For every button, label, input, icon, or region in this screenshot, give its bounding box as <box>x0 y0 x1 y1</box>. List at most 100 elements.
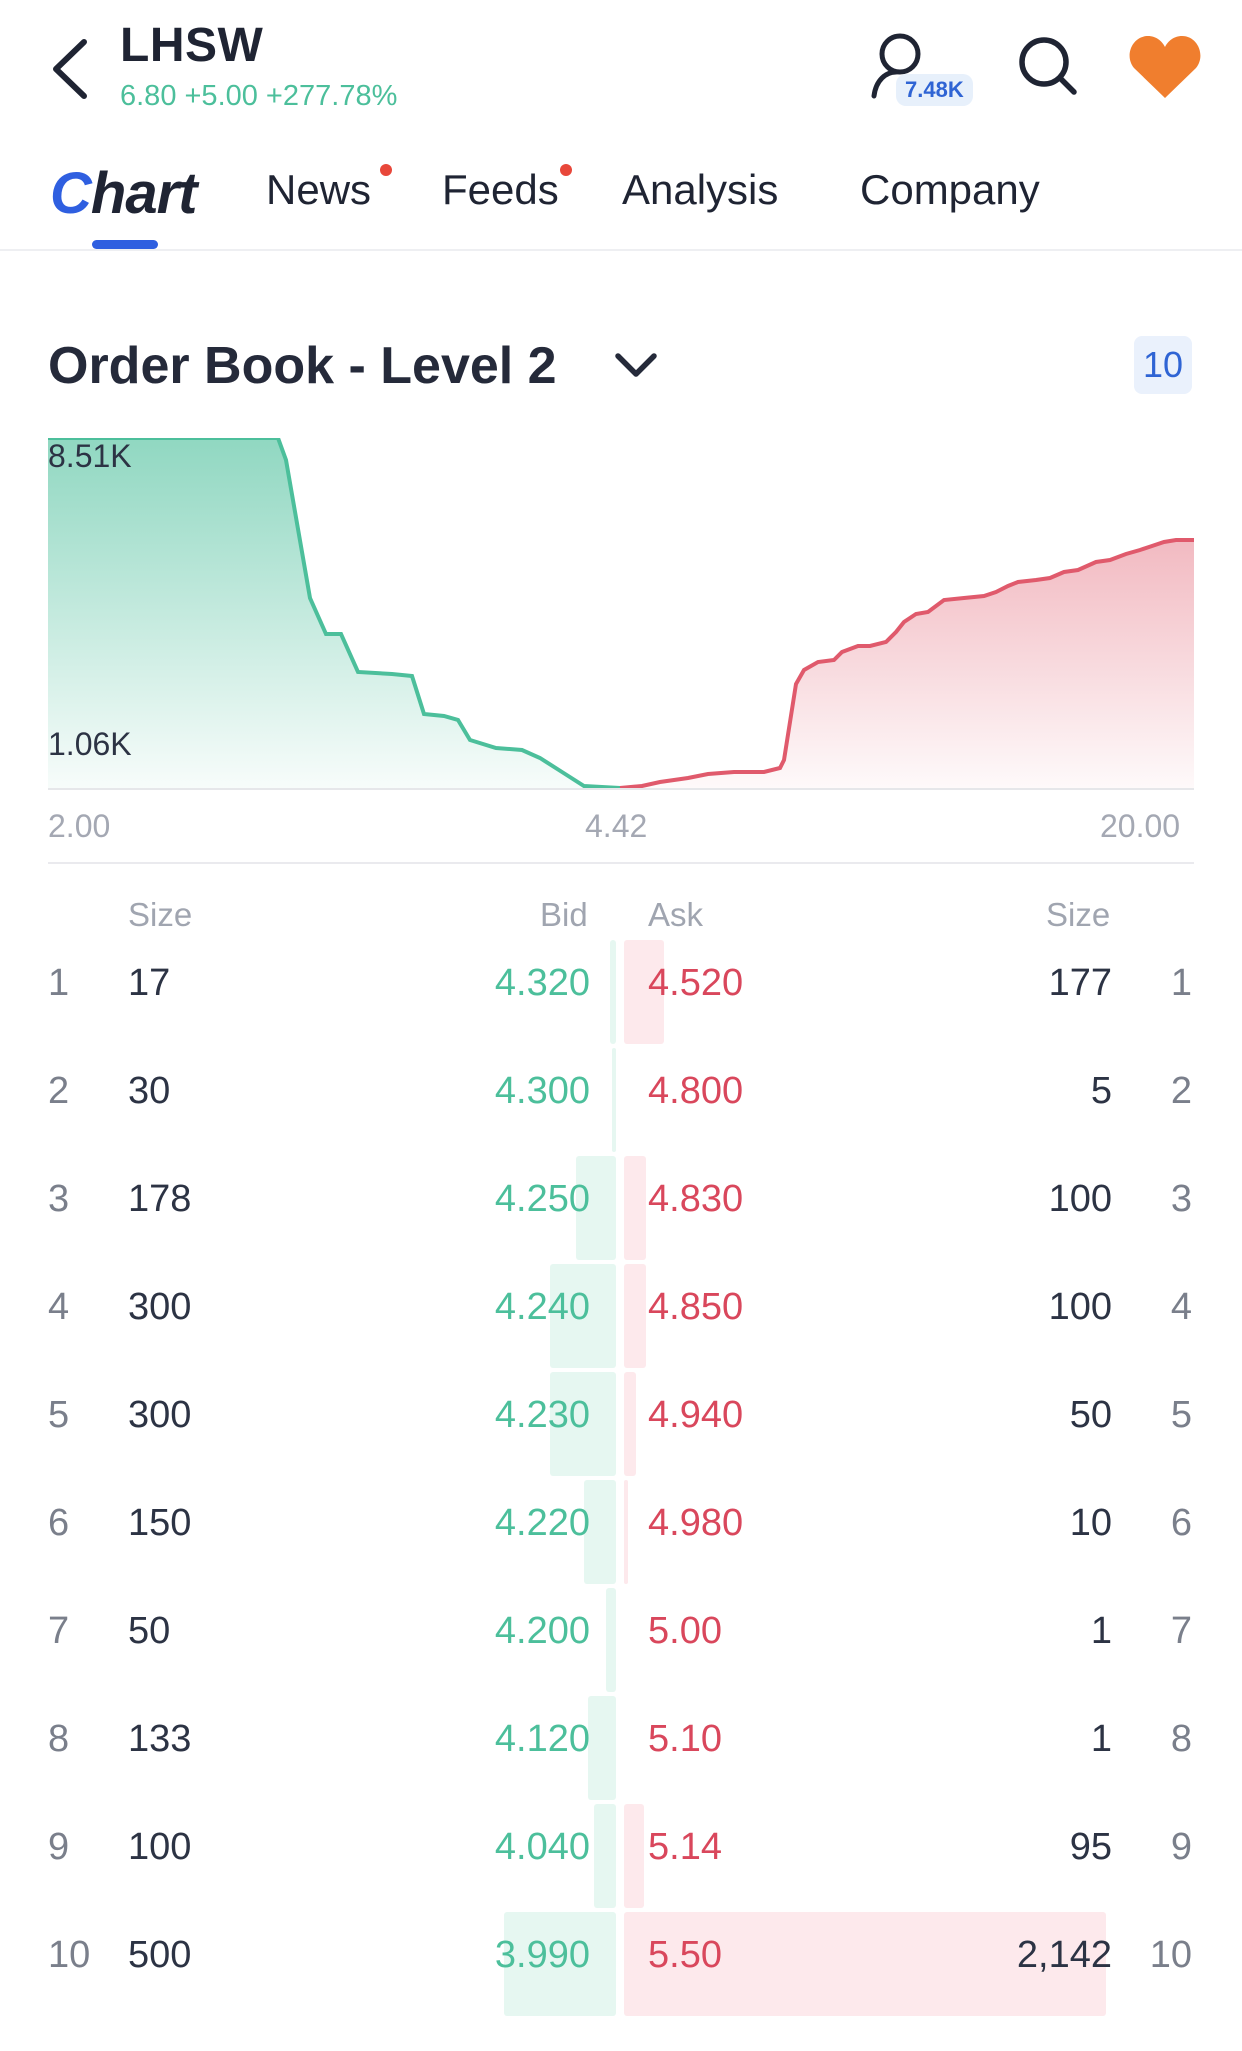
ask-level: 9 <box>1170 1826 1192 1868</box>
favorite-heart-icon[interactable] <box>1126 32 1204 102</box>
bid-size: 17 <box>128 962 171 1004</box>
ask-level: 6 <box>1170 1502 1192 1544</box>
bid-price: 4.250 <box>494 1178 590 1220</box>
follower-count-badge: 7.48K <box>896 74 973 106</box>
ask-size: 1 <box>1090 1610 1112 1652</box>
bid-level: 9 <box>48 1826 70 1868</box>
ask-depth-line <box>619 538 1194 790</box>
ask-price: 4.940 <box>648 1394 744 1436</box>
bid-depth-bar <box>606 1588 616 1692</box>
bid-depth-bar <box>610 940 616 1044</box>
bid-header: Bid <box>540 896 588 933</box>
bid-size: 300 <box>128 1286 192 1328</box>
bid-depth-bar <box>550 1372 616 1476</box>
ask-level: 7 <box>1170 1610 1192 1652</box>
tabs-divider <box>0 249 1242 251</box>
ask-size-header: Size <box>1046 896 1111 933</box>
ask-level: 3 <box>1170 1178 1192 1220</box>
table-row: 1 17 4.320 4.520 177 1 <box>0 940 1242 1044</box>
bid-price: 4.320 <box>494 962 590 1004</box>
ask-size: 100 <box>1048 1178 1112 1220</box>
ask-size: 5 <box>1090 1070 1112 1112</box>
tab-news[interactable]: News <box>266 166 372 213</box>
ask-header: Ask <box>648 896 704 933</box>
tab-chart[interactable]: Chart <box>50 160 198 227</box>
bid-size: 30 <box>128 1070 171 1112</box>
bid-price: 4.120 <box>494 1718 590 1760</box>
y-axis-label-min: 1.06K <box>48 726 132 762</box>
order-book-title[interactable]: Order Book - Level 2 <box>48 337 557 395</box>
ask-size: 95 <box>1069 1826 1112 1868</box>
ask-level: 2 <box>1170 1070 1192 1112</box>
ask-price: 5.14 <box>648 1826 722 1868</box>
ask-size: 2,142 <box>1016 1934 1112 1976</box>
bid-level: 2 <box>48 1070 70 1112</box>
x-axis-label-min: 2.00 <box>48 808 111 844</box>
active-tab-indicator <box>92 240 158 249</box>
ask-depth-bar <box>624 1156 646 1260</box>
ask-price: 4.830 <box>648 1178 744 1220</box>
back-icon[interactable] <box>46 34 96 104</box>
ask-price: 5.00 <box>648 1610 722 1652</box>
ask-size: 100 <box>1048 1286 1112 1328</box>
bid-price: 4.220 <box>494 1502 590 1544</box>
table-row: 6 150 4.220 4.980 10 6 <box>0 1480 1242 1584</box>
chevron-down-icon[interactable] <box>612 346 660 386</box>
bid-depth-bar <box>594 1804 616 1908</box>
bid-depth-area <box>48 438 620 790</box>
x-axis-label-max: 20.00 <box>1100 808 1181 844</box>
ask-price: 5.10 <box>648 1718 722 1760</box>
ask-level: 4 <box>1170 1286 1192 1328</box>
ask-level: 5 <box>1170 1394 1192 1436</box>
bid-depth-bar <box>576 1156 616 1260</box>
tab-feeds[interactable]: Feeds <box>442 166 559 213</box>
table-row: 5 300 4.230 4.940 50 5 <box>0 1372 1242 1476</box>
tab-company[interactable]: Company <box>860 166 1040 213</box>
news-unread-dot <box>380 164 392 176</box>
bid-price: 4.200 <box>494 1610 590 1652</box>
x-axis-label-mid: 4.42 <box>585 808 648 844</box>
bid-price: 4.230 <box>494 1394 590 1436</box>
ask-depth-bar <box>624 1804 644 1908</box>
ask-size: 1 <box>1090 1718 1112 1760</box>
y-axis-label-max: 8.51K <box>48 438 132 474</box>
tab-chart-label-lead: C <box>50 161 92 226</box>
bid-depth-bar <box>588 1696 616 1800</box>
table-row: 8 133 4.120 5.10 1 8 <box>0 1696 1242 1800</box>
bid-level: 3 <box>48 1178 70 1220</box>
bid-level: 4 <box>48 1286 70 1328</box>
chart-divider <box>48 862 1194 864</box>
bid-level: 7 <box>48 1610 70 1652</box>
ask-size: 177 <box>1048 962 1112 1004</box>
bid-price: 4.240 <box>494 1286 590 1328</box>
table-row: 4 300 4.240 4.850 100 4 <box>0 1264 1242 1368</box>
bid-size: 300 <box>128 1394 192 1436</box>
level-count-selector[interactable]: 10 <box>1134 336 1192 394</box>
bid-size: 133 <box>128 1718 192 1760</box>
user-icon[interactable] <box>864 30 936 102</box>
table-row: 2 30 4.300 4.800 5 2 <box>0 1048 1242 1152</box>
ask-level: 1 <box>1170 962 1192 1004</box>
bid-price: 3.990 <box>494 1934 590 1976</box>
tab-chart-label: hart <box>90 161 198 226</box>
tab-analysis[interactable]: Analysis <box>622 166 779 213</box>
bid-depth-bar <box>612 1048 616 1152</box>
price-change-quote: 6.80 +5.00 +277.78% <box>120 80 398 112</box>
bid-size: 50 <box>128 1610 171 1652</box>
bid-depth-line <box>48 438 621 790</box>
ask-level: 8 <box>1170 1718 1192 1760</box>
ask-depth-bar <box>624 1372 636 1476</box>
ask-depth-bar <box>624 1480 628 1584</box>
ask-size: 50 <box>1069 1394 1112 1436</box>
bid-size: 500 <box>128 1934 192 1976</box>
ask-depth-bar <box>624 940 664 1044</box>
bid-size: 150 <box>128 1502 192 1544</box>
ask-size: 10 <box>1069 1502 1112 1544</box>
search-icon[interactable] <box>1016 34 1080 98</box>
ask-depth-bar <box>624 1264 646 1368</box>
bid-price: 4.040 <box>494 1826 590 1868</box>
bid-level: 5 <box>48 1394 70 1436</box>
bid-size-header: Size <box>128 896 193 933</box>
bid-level: 6 <box>48 1502 70 1544</box>
bid-depth-bar <box>504 1912 616 2016</box>
